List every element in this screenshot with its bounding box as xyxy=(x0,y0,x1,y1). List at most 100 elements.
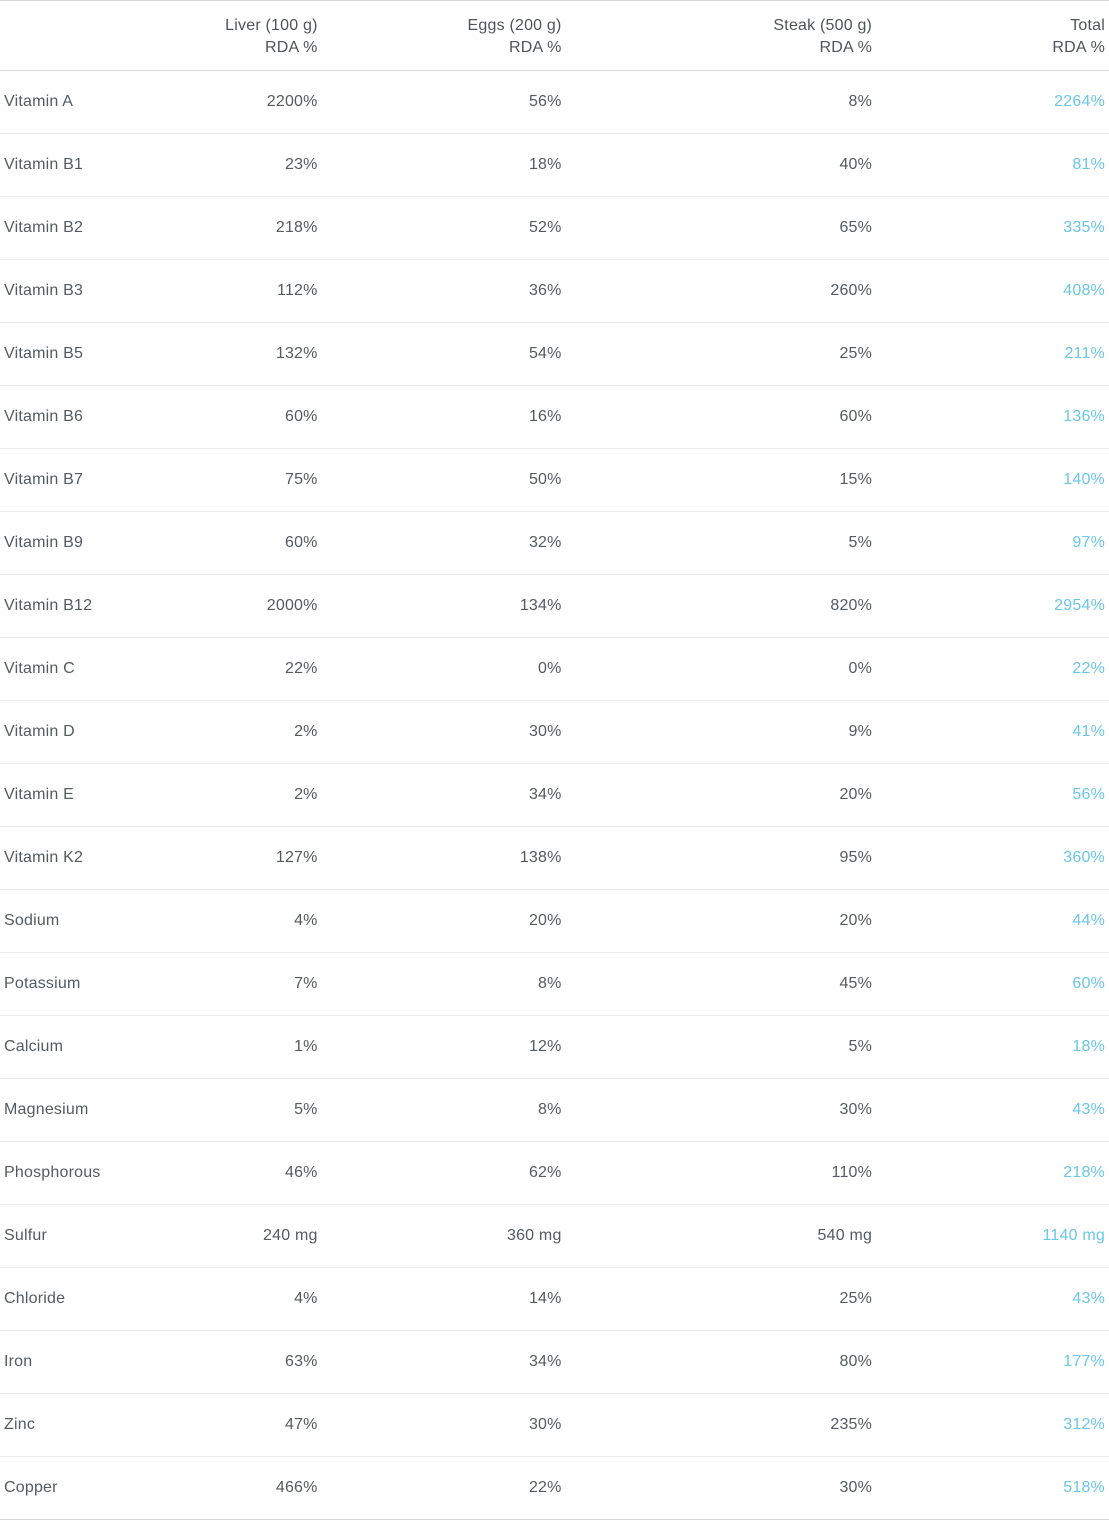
cell-name: Vitamin B7 xyxy=(0,449,166,512)
cell-name: Chloride xyxy=(0,1268,166,1331)
table-row: Sulfur240 mg360 mg540 mg1140 mg xyxy=(0,1205,1109,1268)
cell-name: Phosphorous xyxy=(0,1142,166,1205)
cell-liver: 63% xyxy=(166,1331,321,1394)
table-row: Vitamin D2%30%9%41% xyxy=(0,701,1109,764)
cell-eggs: 20% xyxy=(322,890,566,953)
cell-liver: 2% xyxy=(166,764,321,827)
cell-name: Vitamin B1 xyxy=(0,134,166,197)
cell-liver: 46% xyxy=(166,1142,321,1205)
cell-total: 408% xyxy=(876,260,1109,323)
cell-liver: 7% xyxy=(166,953,321,1016)
cell-steak: 20% xyxy=(566,764,877,827)
table-row: Vitamin C22%0%0%22% xyxy=(0,638,1109,701)
cell-total: 43% xyxy=(876,1079,1109,1142)
cell-eggs: 52% xyxy=(322,197,566,260)
cell-eggs: 134% xyxy=(322,575,566,638)
table-row: Calcium1%12%5%18% xyxy=(0,1016,1109,1079)
cell-total: 136% xyxy=(876,386,1109,449)
cell-total: 360% xyxy=(876,827,1109,890)
cell-eggs: 22% xyxy=(322,1457,566,1520)
cell-name: Vitamin B3 xyxy=(0,260,166,323)
cell-name: Vitamin B2 xyxy=(0,197,166,260)
cell-steak: 45% xyxy=(566,953,877,1016)
nutrition-table: Liver (100 g) RDA %Eggs (200 g) RDA %Ste… xyxy=(0,0,1109,1520)
cell-eggs: 18% xyxy=(322,134,566,197)
cell-name: Vitamin E xyxy=(0,764,166,827)
cell-steak: 5% xyxy=(566,512,877,575)
cell-eggs: 62% xyxy=(322,1142,566,1205)
cell-liver: 240 mg xyxy=(166,1205,321,1268)
cell-name: Copper xyxy=(0,1457,166,1520)
cell-name: Calcium xyxy=(0,1016,166,1079)
cell-eggs: 30% xyxy=(322,1394,566,1457)
col-header-total: Total RDA % xyxy=(876,1,1109,71)
table-row: Potassium7%8%45%60% xyxy=(0,953,1109,1016)
cell-eggs: 36% xyxy=(322,260,566,323)
cell-total: 22% xyxy=(876,638,1109,701)
cell-name: Vitamin D xyxy=(0,701,166,764)
cell-steak: 30% xyxy=(566,1457,877,1520)
cell-total: 43% xyxy=(876,1268,1109,1331)
cell-name: Magnesium xyxy=(0,1079,166,1142)
cell-eggs: 30% xyxy=(322,701,566,764)
cell-total: 2954% xyxy=(876,575,1109,638)
table-row: Vitamin B960%32%5%97% xyxy=(0,512,1109,575)
cell-liver: 23% xyxy=(166,134,321,197)
cell-total: 60% xyxy=(876,953,1109,1016)
table-row: Vitamin B3112%36%260%408% xyxy=(0,260,1109,323)
table-row: Vitamin K2127%138%95%360% xyxy=(0,827,1109,890)
cell-name: Vitamin K2 xyxy=(0,827,166,890)
cell-total: 177% xyxy=(876,1331,1109,1394)
cell-liver: 47% xyxy=(166,1394,321,1457)
cell-liver: 60% xyxy=(166,386,321,449)
cell-steak: 0% xyxy=(566,638,877,701)
cell-steak: 40% xyxy=(566,134,877,197)
cell-steak: 540 mg xyxy=(566,1205,877,1268)
cell-liver: 4% xyxy=(166,1268,321,1331)
cell-liver: 132% xyxy=(166,323,321,386)
col-header-steak: Steak (500 g) RDA % xyxy=(566,1,877,71)
cell-steak: 15% xyxy=(566,449,877,512)
cell-liver: 22% xyxy=(166,638,321,701)
cell-eggs: 34% xyxy=(322,764,566,827)
table-row: Vitamin B123%18%40%81% xyxy=(0,134,1109,197)
cell-eggs: 34% xyxy=(322,1331,566,1394)
cell-steak: 25% xyxy=(566,323,877,386)
cell-total: 1140 mg xyxy=(876,1205,1109,1268)
cell-steak: 60% xyxy=(566,386,877,449)
col-header-eggs: Eggs (200 g) RDA % xyxy=(322,1,566,71)
cell-liver: 466% xyxy=(166,1457,321,1520)
cell-eggs: 138% xyxy=(322,827,566,890)
cell-steak: 20% xyxy=(566,890,877,953)
table-row: Zinc47%30%235%312% xyxy=(0,1394,1109,1457)
cell-steak: 30% xyxy=(566,1079,877,1142)
cell-liver: 112% xyxy=(166,260,321,323)
cell-name: Zinc xyxy=(0,1394,166,1457)
cell-name: Vitamin B6 xyxy=(0,386,166,449)
cell-name: Sodium xyxy=(0,890,166,953)
table-row: Vitamin B2218%52%65%335% xyxy=(0,197,1109,260)
table-body: Vitamin A2200%56%8%2264%Vitamin B123%18%… xyxy=(0,71,1109,1520)
cell-steak: 8% xyxy=(566,71,877,134)
table-row: Vitamin B122000%134%820%2954% xyxy=(0,575,1109,638)
cell-total: 81% xyxy=(876,134,1109,197)
cell-total: 218% xyxy=(876,1142,1109,1205)
cell-steak: 25% xyxy=(566,1268,877,1331)
cell-total: 18% xyxy=(876,1016,1109,1079)
cell-eggs: 56% xyxy=(322,71,566,134)
cell-total: 335% xyxy=(876,197,1109,260)
table-row: Vitamin B775%50%15%140% xyxy=(0,449,1109,512)
cell-eggs: 14% xyxy=(322,1268,566,1331)
cell-total: 97% xyxy=(876,512,1109,575)
cell-total: 140% xyxy=(876,449,1109,512)
cell-eggs: 32% xyxy=(322,512,566,575)
cell-total: 2264% xyxy=(876,71,1109,134)
cell-steak: 260% xyxy=(566,260,877,323)
cell-name: Vitamin B5 xyxy=(0,323,166,386)
cell-total: 312% xyxy=(876,1394,1109,1457)
table-row: Vitamin B5132%54%25%211% xyxy=(0,323,1109,386)
cell-steak: 65% xyxy=(566,197,877,260)
cell-total: 44% xyxy=(876,890,1109,953)
cell-name: Iron xyxy=(0,1331,166,1394)
cell-steak: 235% xyxy=(566,1394,877,1457)
